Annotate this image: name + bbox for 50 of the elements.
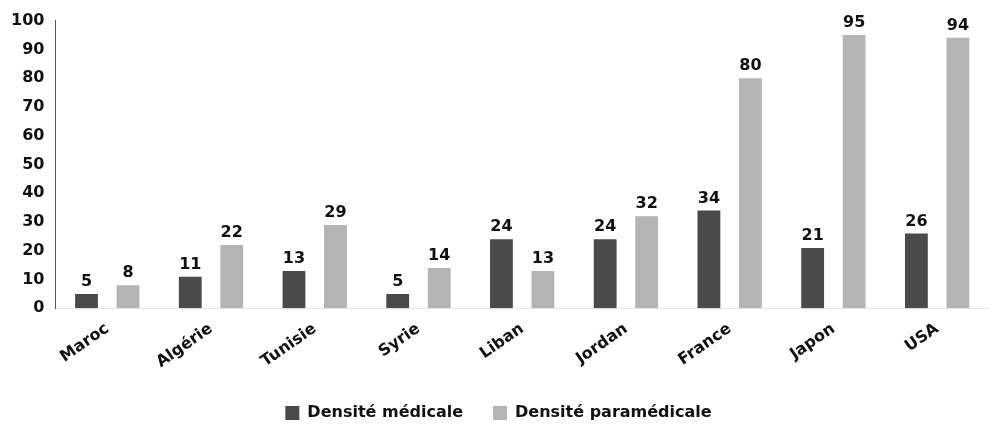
data-label: 13 — [531, 248, 555, 268]
legend-label: Densité médicale — [307, 402, 464, 422]
y-tick-label: 90 — [22, 38, 45, 58]
data-label: 24 — [490, 216, 513, 236]
bar — [739, 78, 762, 309]
y-tick-label: 30 — [22, 211, 45, 231]
data-label: 29 — [324, 202, 347, 222]
y-tick-label: 70 — [22, 96, 45, 116]
y-tick-label: 0 — [33, 297, 45, 317]
bar — [635, 216, 659, 309]
bar — [178, 276, 202, 309]
bar — [904, 233, 928, 309]
bar — [531, 270, 555, 309]
bar — [490, 239, 513, 309]
y-tick-label: 80 — [22, 67, 45, 87]
bar — [220, 245, 244, 309]
bar — [801, 247, 825, 309]
bar — [946, 37, 970, 309]
y-tick-label: 60 — [22, 124, 45, 144]
bar — [697, 210, 721, 309]
bar — [842, 34, 866, 309]
bar — [593, 239, 617, 309]
data-label: 11 — [179, 253, 202, 273]
data-label: 8 — [122, 262, 134, 282]
bar — [282, 270, 306, 309]
data-label: 5 — [392, 271, 404, 291]
data-label: 22 — [220, 222, 243, 242]
bar — [75, 293, 98, 309]
data-label: 13 — [282, 248, 306, 268]
legend-label: Densité paramédicale — [515, 402, 712, 422]
bar — [427, 268, 451, 309]
y-tick-label: 40 — [22, 182, 45, 202]
data-label: 95 — [843, 12, 866, 32]
data-label: 94 — [946, 15, 970, 35]
y-tick-label: 50 — [22, 153, 45, 173]
bar — [386, 293, 410, 309]
bar — [116, 285, 140, 309]
x-tick-label: USA — [900, 317, 943, 356]
data-label: 5 — [80, 271, 93, 291]
y-tick-label: 20 — [22, 239, 45, 259]
data-label: 21 — [801, 225, 824, 245]
bar — [324, 224, 347, 309]
data-label: 32 — [635, 193, 658, 213]
y-tick-label: 100 — [10, 9, 45, 29]
y-tick-label: 10 — [22, 268, 45, 288]
data-label: 34 — [697, 187, 721, 207]
data-label: 26 — [905, 210, 928, 230]
data-label: 24 — [594, 216, 617, 236]
data-label: 14 — [428, 245, 451, 265]
data-label: 80 — [739, 55, 762, 75]
